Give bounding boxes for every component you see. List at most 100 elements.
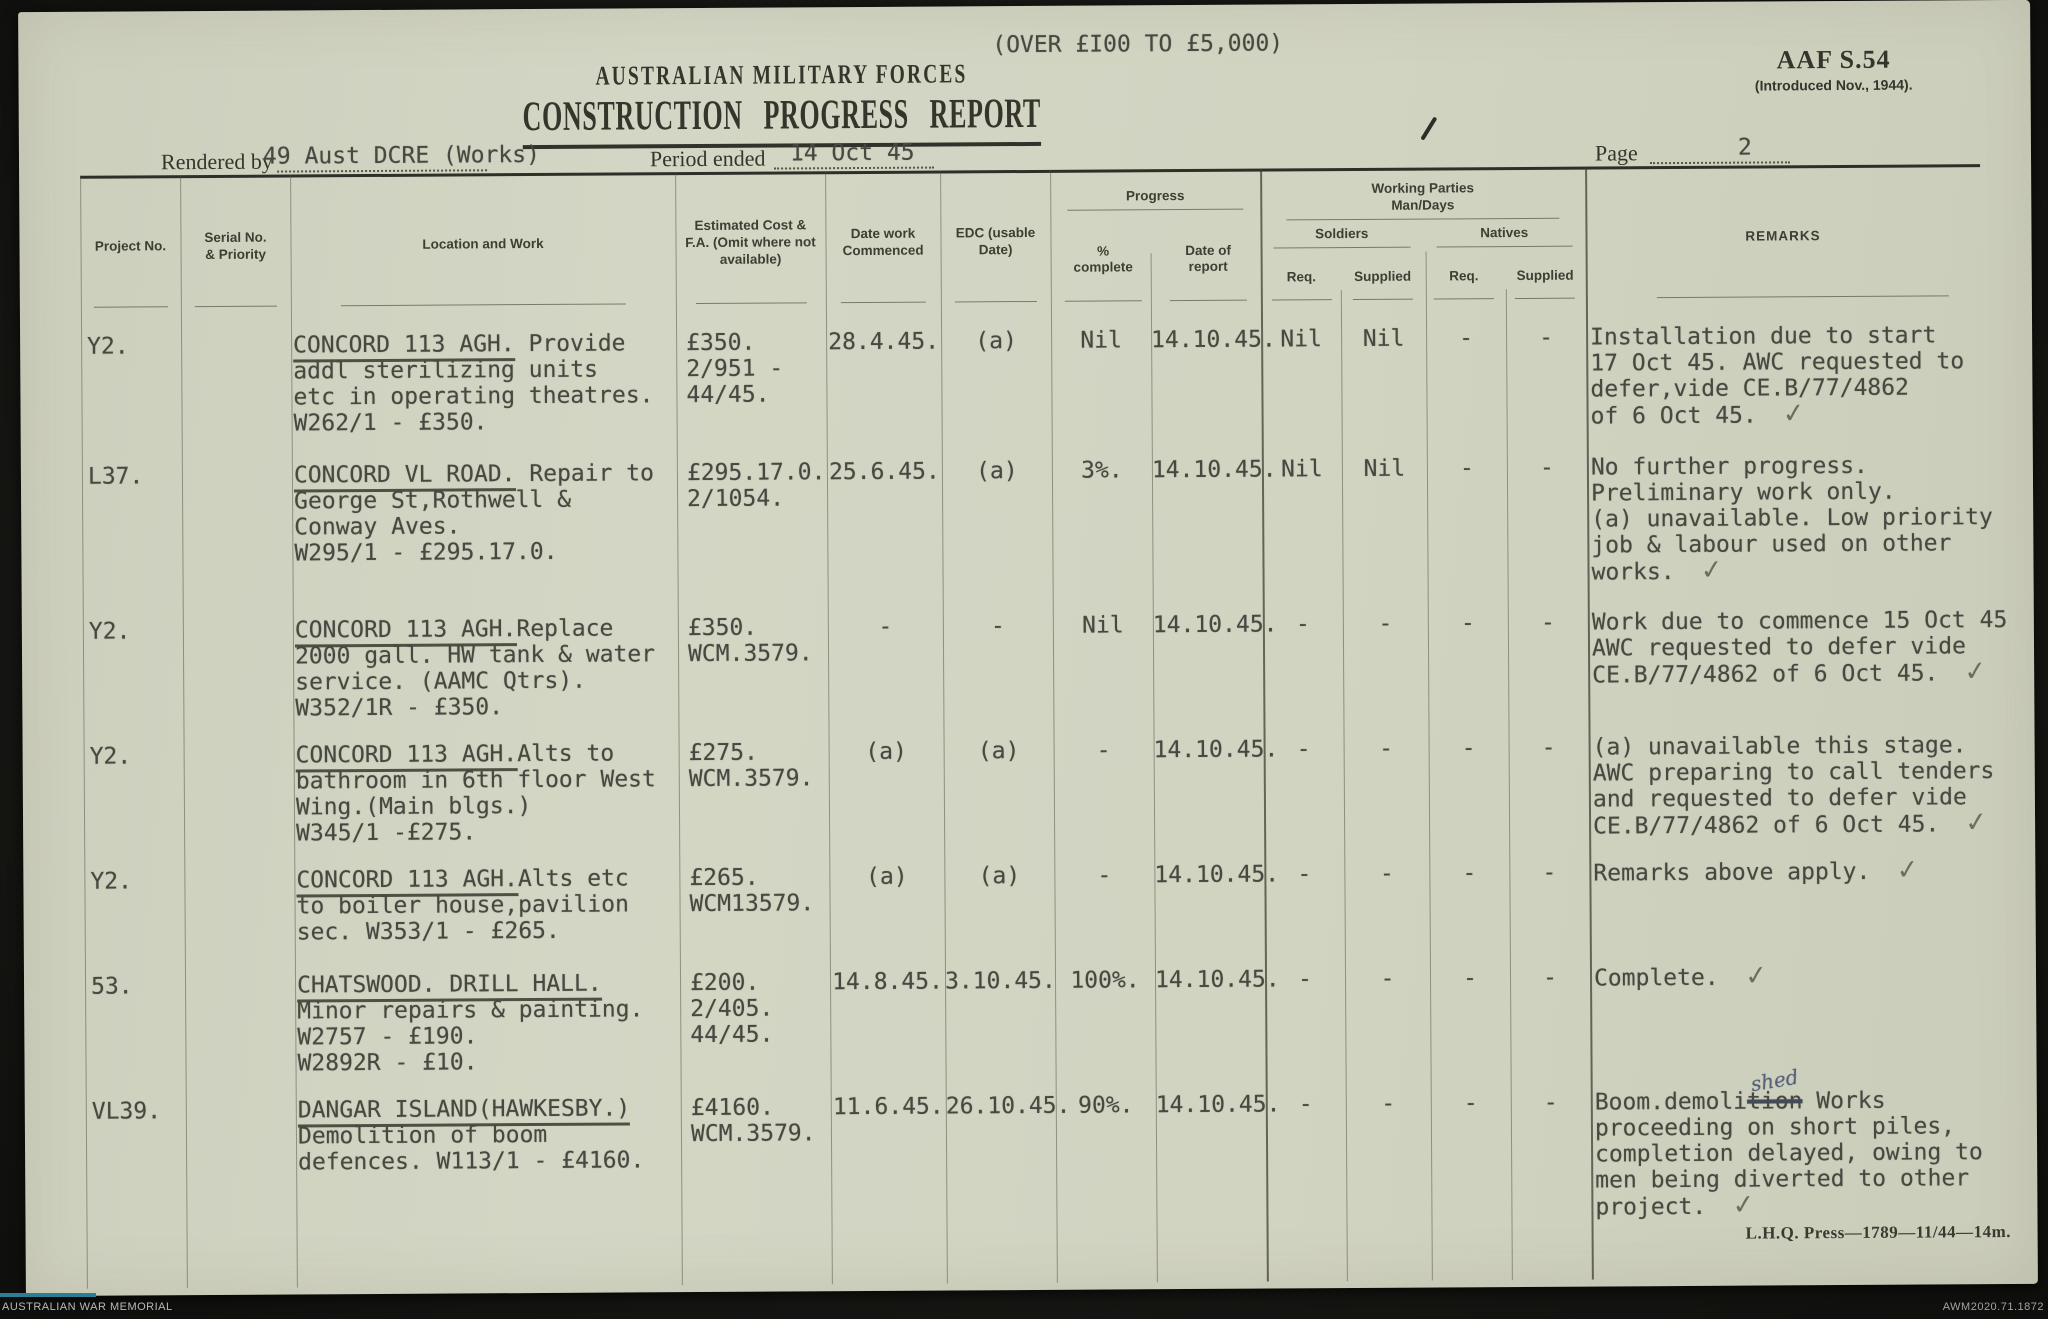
cell-natives-supplied: - <box>1541 734 1556 761</box>
cell-remarks: Installation due to start 17 Oct 45. AWC… <box>1590 322 1965 431</box>
header-natives-req: Req. <box>1423 247 1505 308</box>
cell-soldiers-supplied: - <box>1378 610 1393 637</box>
cell-date-of-report: 14.10.45. <box>1151 326 1276 354</box>
cell-natives-req: - <box>1459 325 1474 352</box>
header-remarks: REMARKS <box>1585 167 1981 306</box>
pencil-checkmark: ✓ <box>1730 1188 1757 1222</box>
cell-estimated-cost: £265. WCM13579. <box>689 864 815 918</box>
cell-serial-priority <box>185 970 295 973</box>
cell-remarks: Complete. ✓ <box>1593 959 1769 993</box>
rendered-by-field: 49 Aust DCRE (Works) <box>263 141 540 173</box>
header-soldiers-supplied: Supplied <box>1342 247 1424 308</box>
page-field: 2 <box>1649 133 1791 165</box>
cell-soldiers-req: Nil <box>1281 456 1323 483</box>
form-introduced-note: (Introduced Nov., 1944). <box>1754 76 1913 94</box>
cell-pct-complete: 100%. <box>1070 967 1140 994</box>
organisation-title: AUSTRALIAN MILITARY FORCES <box>595 58 968 91</box>
progress-report-table: Project No. Serial No. & Priority Locati… <box>80 164 2008 1289</box>
header-progress: Progress <box>1125 188 1185 204</box>
cell-date-of-report: 14.10.45. <box>1153 736 1279 764</box>
cell-location-work: CHATSWOOD. DRILL HALL. Minor repairs & p… <box>296 970 644 1077</box>
cell-date-commenced: 14.8.45. <box>832 968 944 996</box>
cell-pct-complete: 3%. <box>1081 457 1123 484</box>
page-label: Page <box>1594 140 1638 166</box>
cell-estimated-cost: £4160. WCM.3579. <box>690 1094 816 1148</box>
cell-remarks: Boom.demolition shed Works proceeding on … <box>1594 1064 1983 1222</box>
cell-edc: (a) <box>976 458 1018 485</box>
table-row: Y2. CONCORD 113 AGH. Provide addl steril… <box>81 320 1982 462</box>
table-row: VL39. DANGAR ISLAND(HAWKESBY.) Demolitio… <box>86 1064 1987 1277</box>
cell-date-commenced: 28.4.45. <box>828 328 940 356</box>
cell-soldiers-req: - <box>1296 736 1311 763</box>
cell-estimated-cost: £200. 2/405. 44/45. <box>689 969 774 1049</box>
cell-date-commenced: - <box>878 613 893 640</box>
cell-soldiers-req: - <box>1295 611 1310 638</box>
cell-soldiers-supplied: Nil <box>1362 325 1405 352</box>
cell-soldiers-req: - <box>1298 966 1313 993</box>
table-row: 53. CHATSWOOD. DRILL HALL. Minor repairs… <box>85 959 1986 1097</box>
cell-pct-complete: - <box>1097 862 1112 889</box>
table-body: Y2. CONCORD 113 AGH. Provide addl steril… <box>81 304 2008 1277</box>
header-natives-supplied: Supplied <box>1504 246 1586 307</box>
cell-project-no: 53. <box>90 973 133 1000</box>
rendered-by-value: 49 Aust DCRE (Works) <box>262 141 541 170</box>
header-serial-priority: Serial No. & Priority <box>180 177 291 315</box>
header-location-work: Location and Work <box>290 175 676 314</box>
cell-serial-priority <box>184 740 294 743</box>
cell-soldiers-supplied: - <box>1379 735 1394 762</box>
cell-project-no: Y2. <box>90 868 133 895</box>
cell-soldiers-req: Nil <box>1280 326 1322 353</box>
cell-natives-req: - <box>1460 610 1475 637</box>
table-header: Project No. Serial No. & Priority Locati… <box>80 167 1981 316</box>
cell-estimated-cost: £350. WCM.3579. <box>687 614 813 668</box>
header-working-parties-group: Working Parties Man/Days Soldiers Req. S… <box>1260 170 1586 309</box>
cell-serial-priority <box>182 460 292 463</box>
cell-natives-supplied: - <box>1542 859 1557 886</box>
table-row: L37. CONCORD VL ROAD. Repair to George S… <box>82 450 1993 617</box>
header-natives-group: Natives Req. Supplied <box>1423 218 1586 307</box>
pencil-checkmark: ✓ <box>1962 655 1989 689</box>
cell-location-work: CONCORD 113 AGH.Alts etc to boiler house… <box>296 865 629 946</box>
archive-catalog-number: AWM2020.71.1872 <box>1942 1301 2044 1313</box>
rendered-by-label: Rendered by <box>160 148 273 175</box>
cell-soldiers-req: - <box>1298 1091 1313 1118</box>
header-working-parties: Working Parties Man/Days <box>1371 180 1475 213</box>
cell-soldiers-supplied: Nil <box>1363 455 1406 482</box>
pencil-checkmark: ✓ <box>1742 959 1769 993</box>
cell-natives-req: - <box>1462 860 1477 887</box>
color-reference-bar <box>0 1293 96 1297</box>
cell-natives-supplied: - <box>1540 609 1555 636</box>
header-date-commenced: Date work Commenced <box>825 174 941 312</box>
cell-pct-complete: Nil <box>1082 612 1124 639</box>
header-progress-group: Progress % complete Date of report <box>1050 172 1261 310</box>
cell-date-commenced: (a) <box>865 738 907 765</box>
cell-date-of-report: 14.10.45. <box>1154 861 1280 889</box>
cell-natives-req: - <box>1463 1090 1478 1117</box>
pencil-checkmark: ✓ <box>1963 806 1990 840</box>
cell-location-work: CONCORD 113 AGH.Alts to bathroom in 6th … <box>295 740 656 847</box>
table-row: Y2. CONCORD 113 AGH.Replace 2000 gall. H… <box>83 605 2008 742</box>
cell-date-commenced: 25.6.45. <box>828 458 940 486</box>
header-soldiers: Soldiers <box>1315 225 1369 241</box>
period-ended-label: Period ended <box>649 145 766 172</box>
cell-edc: (a) <box>978 863 1021 890</box>
cell-natives-req: - <box>1459 455 1474 482</box>
cell-date-of-report: 14.10.45. <box>1154 966 1280 994</box>
header-project-no: Project No. <box>80 178 181 316</box>
cell-soldiers-supplied: - <box>1380 965 1395 992</box>
cell-serial-priority <box>181 330 291 333</box>
cell-natives-supplied: - <box>1543 964 1558 991</box>
pencil-checkmark: ✓ <box>1894 853 1921 887</box>
cell-location-work: DANGAR ISLAND(HAWKESBY.) Demolition of b… <box>297 1095 645 1176</box>
cell-estimated-cost: £350. 2/951 - 44/45. <box>686 329 784 409</box>
title-range-typed: (OVER £I00 TO £5,000) <box>992 30 1284 59</box>
cell-pct-complete: - <box>1096 737 1111 764</box>
header-soldiers-group: Soldiers Req. Supplied <box>1260 219 1423 308</box>
printer-imprint: L.H.Q. Press—1789—11/44—14m. <box>1745 1222 2012 1243</box>
cell-natives-supplied: - <box>1539 454 1554 481</box>
period-ended-value: 14 Oct 45 <box>789 139 915 167</box>
cell-project-no: VL39. <box>91 1098 162 1125</box>
cell-soldiers-supplied: - <box>1379 860 1394 887</box>
cell-edc: 3.10.45. <box>944 967 1056 995</box>
cell-soldiers-req: - <box>1297 861 1312 888</box>
